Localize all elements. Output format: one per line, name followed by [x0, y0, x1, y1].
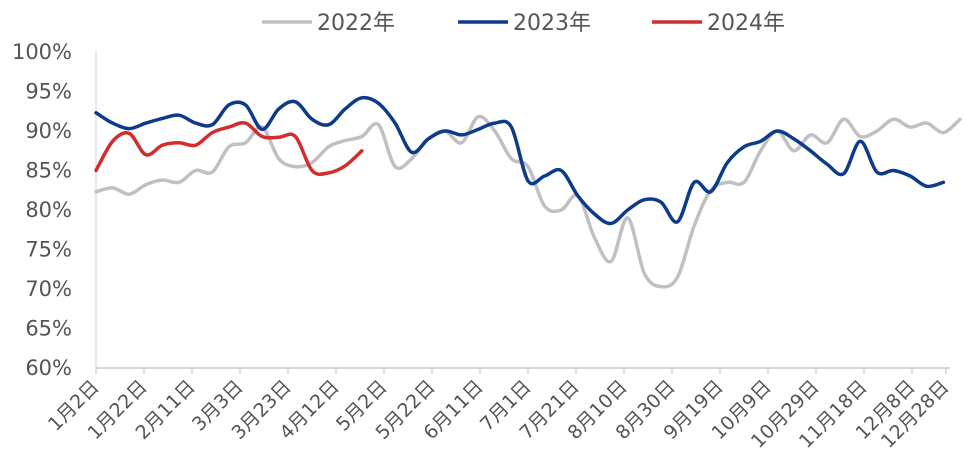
y-tick-label: 100% [12, 40, 72, 64]
y-tick-label: 75% [25, 238, 72, 262]
series-line-2022年 [96, 117, 960, 287]
legend-label: 2022年 [317, 11, 395, 36]
legend: 2022年 2023年 2024年 [262, 11, 785, 36]
series-line-2023年 [96, 98, 943, 224]
legend-label: 2023年 [513, 11, 591, 36]
y-axis: 60% 65% 70% 75% 80% 85% 90% 95% 100% [12, 40, 96, 380]
x-axis: 1月2日1月22日2月11日3月3日3月23日4月12日5月2日5月22日6月1… [44, 368, 954, 453]
y-tick-label: 65% [25, 317, 72, 341]
y-tick-label: 60% [25, 356, 72, 380]
y-tick-label: 80% [25, 198, 72, 222]
y-tick-label: 85% [25, 159, 72, 183]
y-tick-label: 70% [25, 277, 72, 301]
y-tick-label: 95% [25, 80, 72, 104]
legend-label: 2024年 [707, 11, 785, 36]
y-tick-label: 90% [25, 119, 72, 143]
series-lines [96, 98, 960, 287]
